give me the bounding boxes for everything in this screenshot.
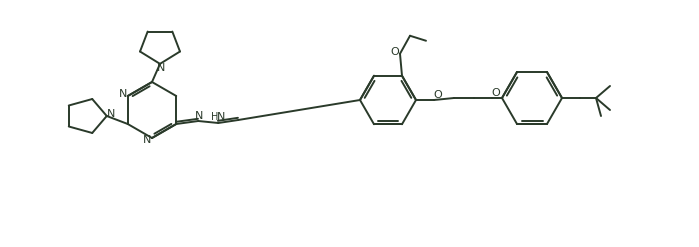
Text: O: O — [491, 88, 500, 98]
Text: O: O — [391, 47, 399, 57]
Text: N: N — [157, 63, 165, 73]
Text: N: N — [143, 135, 151, 145]
Text: N: N — [119, 89, 127, 99]
Text: N: N — [106, 109, 115, 119]
Text: N: N — [217, 112, 226, 122]
Text: O: O — [433, 90, 442, 100]
Text: N: N — [195, 111, 203, 121]
Text: H: H — [210, 112, 218, 122]
